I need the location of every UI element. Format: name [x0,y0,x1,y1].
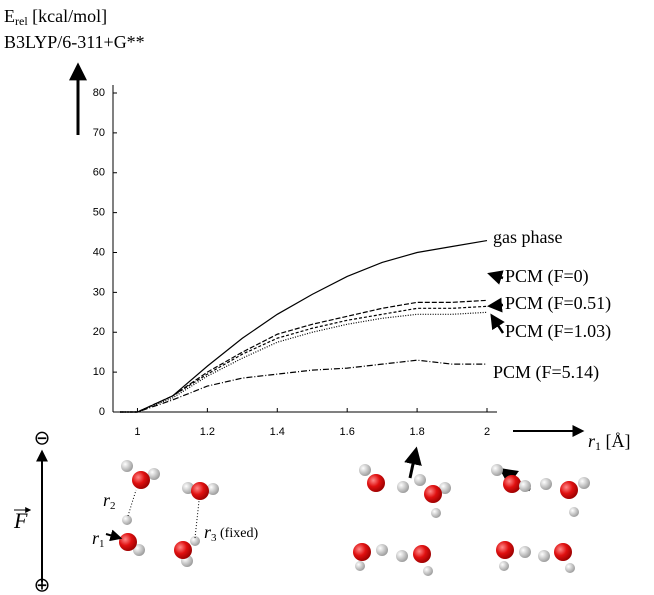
y-tick-label: 70 [93,127,105,139]
series-label: PCM (F=0) [505,266,589,287]
y-label: Erel [kcal/mol] [4,6,107,28]
r3-label: r3 (fixed) [204,522,258,543]
x-tick-label: 1.6 [340,426,355,438]
plot: 0 10 20 30 40 50 60 70 80 1 1.2 1.4 1.6 1.8 2 gas phase… [93,85,611,438]
x-tick-label: 1.8 [409,426,424,438]
y-tick-label: 20 [93,326,105,338]
molecules [119,460,590,576]
x-tick-label: 1.2 [200,426,215,438]
series-label: PCM (F=5.14) [493,362,599,383]
series-line [119,359,487,413]
r2-label: r2 [103,490,116,511]
r1-arrow [105,529,123,542]
y-tick-label: 60 [93,167,105,179]
minus: ⊖ [34,428,51,450]
y-tick-label: 80 [93,87,105,99]
series-label: PCM (F=1.03) [505,321,611,342]
series-line [119,311,488,413]
y-tick-label: 0 [99,406,105,418]
label-arrow [487,270,504,285]
y-tick-label: 40 [93,246,105,258]
series-line [119,299,488,413]
subtitle: B3LYP/6-311+G** [4,32,145,52]
x-label: r1 [Å] [588,431,631,453]
series-label: gas phase [493,227,562,247]
series-label: PCM (F=0.51) [505,293,611,314]
label-arrow [490,313,505,334]
pointer [404,446,422,479]
x-tick-label: 1 [134,426,140,438]
y-tick-label: 50 [93,207,105,219]
r1-label: r1 [92,528,105,549]
label-arrow [487,297,504,313]
y-tick-label: 10 [93,366,105,378]
x-tick-label: 1.4 [270,426,285,438]
plus: ⊕ [34,575,51,595]
y-tick-label: 30 [93,286,105,298]
field-label: F [13,508,28,533]
x-tick-label: 2 [484,426,490,438]
